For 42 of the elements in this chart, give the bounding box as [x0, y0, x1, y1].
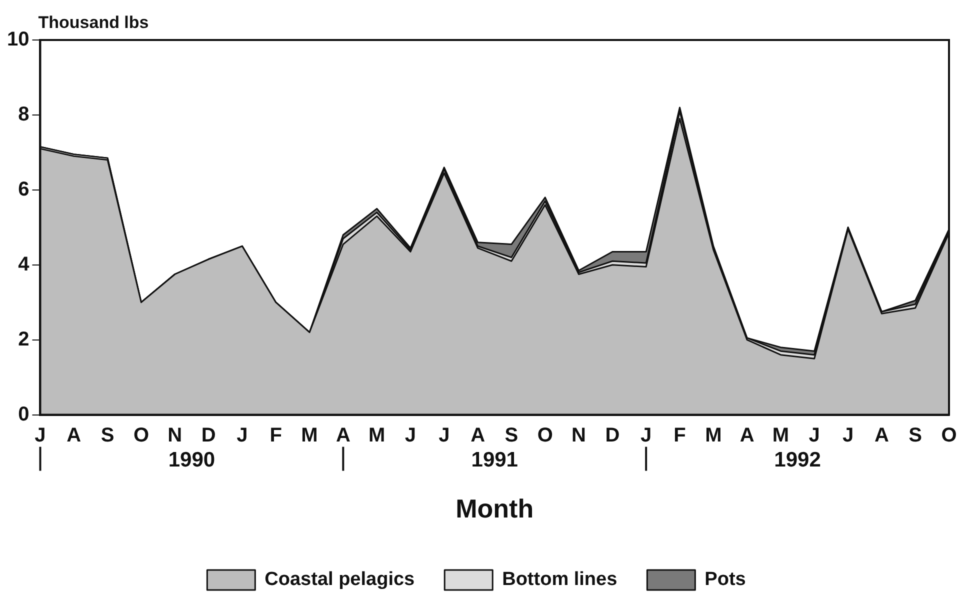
x-tick-label: M: [772, 424, 790, 446]
x-tick-label: A: [874, 424, 889, 446]
x-tick-label: M: [705, 424, 722, 446]
y-tick-label: 0: [18, 403, 30, 426]
x-tick-label: S: [504, 424, 518, 446]
y-tick-label: 4: [18, 253, 30, 276]
x-tick-label: O: [941, 424, 957, 446]
x-tick-label: J: [640, 424, 652, 446]
x-tick-label: O: [133, 424, 149, 446]
x-tick-label: S: [100, 424, 114, 446]
x-tick-label: A: [470, 424, 486, 446]
x-tick-label: N: [168, 424, 182, 446]
x-tick-label: N: [572, 424, 586, 446]
y-tick-label: 8: [18, 103, 30, 126]
x-tick-label: F: [674, 424, 686, 446]
x-tick-label: J: [404, 424, 416, 446]
x-tick-label: S: [908, 424, 922, 446]
x-tick-label: J: [438, 424, 450, 446]
legend-label: Pots: [704, 569, 746, 590]
legend-label: Bottom lines: [502, 569, 618, 590]
x-tick-label: A: [66, 424, 82, 446]
y-tick-label: 6: [18, 178, 30, 200]
x-tick-label: J: [808, 424, 820, 446]
legend-label: Coastal pelagics: [264, 569, 415, 590]
x-tick-label: A: [740, 424, 754, 446]
x-tick-label: O: [537, 424, 553, 446]
y-axis-title: Thousand lbs: [38, 13, 149, 32]
x-tick-label: D: [201, 424, 216, 446]
x-tick-label: A: [336, 424, 350, 446]
x-tick-label: J: [34, 424, 46, 446]
x-axis-title: Month: [456, 494, 534, 524]
y-tick-label: 2: [18, 328, 30, 350]
text: 1992: [774, 448, 821, 472]
text: 1991: [471, 448, 518, 472]
x-tick-label: F: [270, 424, 282, 446]
y-tick-label: 10: [6, 28, 30, 51]
x-tick-label: D: [605, 424, 620, 446]
x-tick-label: M: [368, 424, 386, 446]
x-tick-label: M: [301, 424, 318, 446]
x-tick-label: J: [842, 424, 854, 446]
x-tick-label: J: [236, 424, 248, 446]
text: 1990: [168, 448, 216, 472]
